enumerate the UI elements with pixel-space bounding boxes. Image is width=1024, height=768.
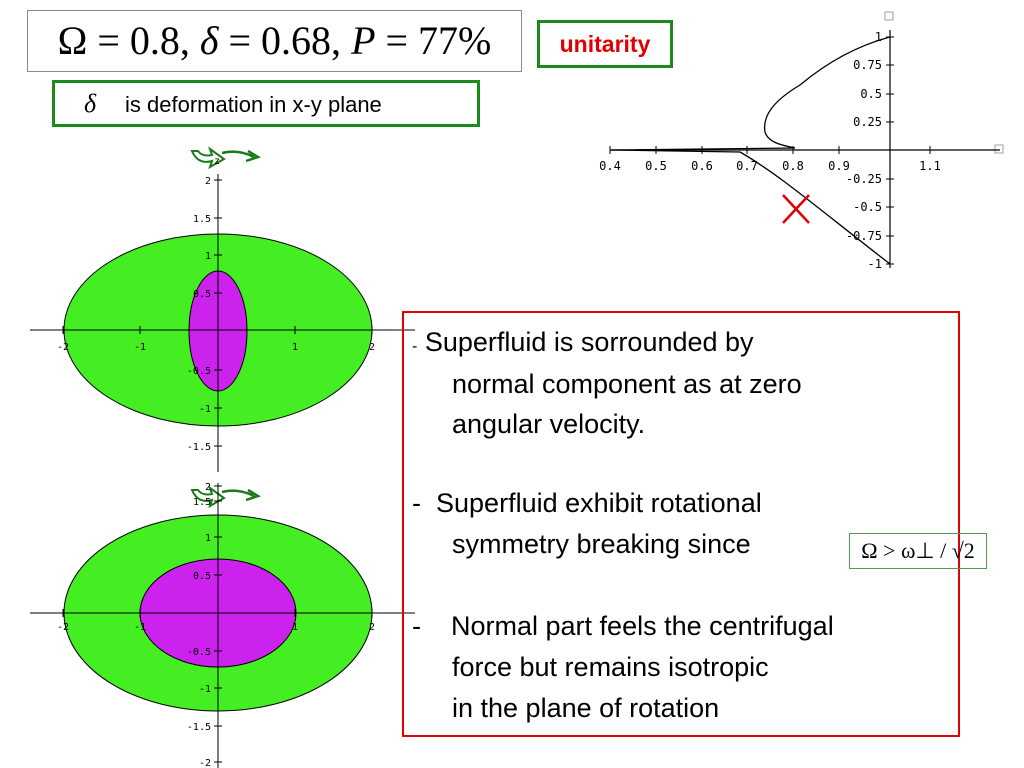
plot-marker-square	[884, 11, 894, 21]
formula-box: Ω = 0.8, δ = 0.68, P = 77%	[27, 10, 522, 72]
tick-label: 0.8	[782, 159, 804, 173]
bullet-3-line-1: Normal part feels the centrifugal	[451, 611, 834, 641]
density-plot-xy: -2 -1 1 2 2 1.5 1 0.5 -0.5 -1 -1.5 -2 y	[30, 482, 415, 768]
tick-label: 0.6	[691, 159, 713, 173]
tick-label: 0.9	[828, 159, 850, 173]
tick-label: 2	[369, 342, 375, 353]
x-tick-labels: -2 -1 1 2	[57, 342, 375, 353]
unitarity-y-tick-labels: 1 0.75 0.5 0.25 -0.25 -0.5 -0.75 -1	[846, 30, 882, 271]
tick-label: 1	[292, 342, 298, 353]
bullet-1-line-3: angular velocity.	[452, 409, 646, 439]
explanation-box: - Superfluid is sorrounded by normal com…	[402, 311, 960, 737]
bullet-3-line-3: in the plane of rotation	[452, 693, 720, 723]
bullet-1-line-2: normal component as at zero	[452, 369, 802, 399]
tick-label: -1.5	[187, 442, 211, 453]
z-tick-labels: 2 1.5 1 0.5 -0.5 -1 -1.5	[187, 176, 211, 453]
tick-label: 1	[875, 30, 882, 44]
bullet-1-line-1: Superfluid is sorrounded by	[424, 327, 754, 357]
tick-label: 0.75	[853, 58, 882, 72]
red-cross-marker	[782, 194, 810, 224]
delta-note-symbol: δ	[83, 89, 97, 118]
tick-label: -1	[134, 622, 146, 633]
tick-label: -1	[134, 342, 146, 353]
x-tick-labels: -2 -1 1 2	[57, 622, 375, 633]
tick-label: 2	[205, 176, 211, 187]
tick-label: 0.5	[860, 87, 882, 101]
tick-label: -2	[199, 758, 211, 768]
plot-marker-square	[994, 144, 1004, 154]
unitarity-x-tick-marks	[609, 146, 931, 154]
unitarity-label: unitarity	[559, 31, 651, 57]
tick-label: 2	[369, 622, 375, 633]
p-value: = 77%	[385, 18, 492, 63]
bullet-2-line-1: Superfluid exhibit rotational	[436, 488, 762, 518]
omega-value: = 0.8,	[97, 18, 190, 63]
bullet-2-line-2: symmetry breaking since	[452, 529, 751, 559]
tick-label: 2	[205, 482, 211, 493]
unitarity-curve	[609, 36, 891, 265]
unitarity-label-box: unitarity	[537, 20, 673, 68]
omega-symbol: Ω	[57, 18, 88, 63]
bullet-dash: -	[412, 611, 421, 641]
bullet-dash: -	[412, 488, 421, 518]
unitarity-x-tick-labels: 0.4 0.5 0.6 0.7 0.8 0.9 1.1	[599, 159, 941, 173]
p-symbol: P	[351, 18, 376, 63]
tick-label: 1.1	[919, 159, 941, 173]
density-plot-xz: -2 -1 1 2 2 1.5 1 0.5 -0.5 -1 -1.5 x z	[30, 146, 415, 472]
tick-label: 1.5	[193, 214, 211, 225]
x-axis-ticks	[62, 326, 373, 334]
unitarity-plot: 0.4 0.5 0.6 0.7 0.8 0.9 1.1 1 0.75 0.5 0…	[599, 11, 1004, 271]
tick-label: -0.5	[187, 366, 211, 377]
y-axis-ticks	[214, 485, 222, 763]
tick-label: 0.5	[193, 289, 211, 300]
tick-label: 0.5	[193, 571, 211, 582]
delta-symbol: δ	[199, 18, 219, 63]
tick-label: -1	[199, 684, 211, 695]
tick-label: 0.5	[645, 159, 667, 173]
rotation-arrow-icon	[190, 146, 261, 170]
tick-label: 1.5	[193, 497, 211, 508]
tick-label: -1	[868, 257, 882, 271]
omega-condition: Ω > ω⊥ / √2	[861, 538, 975, 563]
z-axis-ticks	[214, 179, 222, 447]
omega-condition-box: Ω > ω⊥ / √2	[849, 533, 987, 569]
tick-label: 0.4	[599, 159, 621, 173]
bullet-3-line-2: force but remains isotropic	[452, 652, 769, 682]
x-axis-ticks	[62, 609, 373, 617]
tick-label: -2	[57, 622, 69, 633]
bullet-dash: -	[412, 338, 418, 355]
delta-value: = 0.68,	[228, 18, 342, 63]
tick-label: 0.7	[736, 159, 758, 173]
bullet-3: - Normal part feels the centrifugal	[412, 610, 834, 642]
delta-note-text: is deformation in x-y plane	[125, 92, 382, 117]
delta-note-box: δ is deformation in x-y plane	[52, 80, 480, 127]
tick-label: 1	[205, 251, 211, 262]
tick-label: -0.5	[853, 200, 882, 214]
tick-label: -1.5	[187, 722, 211, 733]
y-tick-labels: 2 1.5 1 0.5 -0.5 -1 -1.5 -2	[187, 482, 211, 768]
tick-label: -0.25	[846, 172, 882, 186]
tick-label: -0.5	[187, 647, 211, 658]
tick-label: 0.25	[853, 115, 882, 129]
tick-label: -2	[57, 342, 69, 353]
bullet-2: - Superfluid exhibit rotational	[412, 487, 762, 519]
bullet-1: - Superfluid is sorrounded by	[412, 326, 754, 363]
z-axis-label: z	[214, 156, 220, 167]
tick-label: 1	[292, 622, 298, 633]
tick-label: -1	[199, 404, 211, 415]
tick-label: 1	[205, 533, 211, 544]
tick-label: -0.75	[846, 229, 882, 243]
